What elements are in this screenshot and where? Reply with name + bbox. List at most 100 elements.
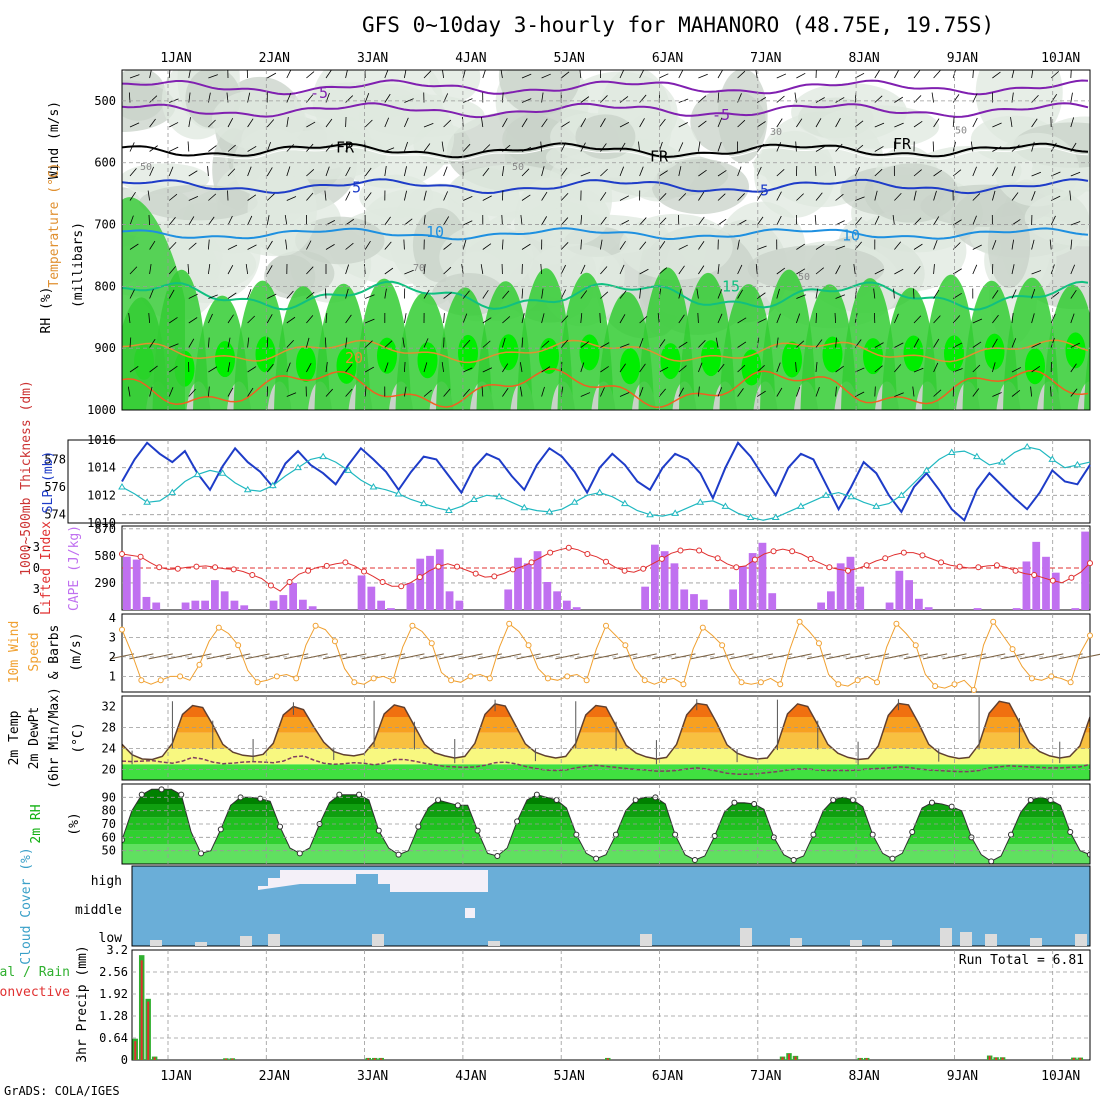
rh2m-point: [594, 856, 599, 861]
precip-conv-bar: [788, 1054, 790, 1060]
cape-bar: [671, 563, 679, 610]
cape-bar: [690, 594, 698, 610]
ylabel-wind10m-1: 10m Wind: [7, 621, 22, 684]
rh2m-point: [179, 792, 184, 797]
day-label-bottom: 2JAN: [259, 1069, 290, 1084]
li-point: [566, 545, 571, 550]
cape-bar: [729, 589, 737, 610]
precip-panel: 00.641.281.922.563.2 Run Total = 6.81 To…: [0, 943, 1090, 1067]
tick-label: 4: [109, 611, 116, 625]
rh2m-point: [475, 828, 480, 833]
day-label-bottom: 7JAN: [750, 1069, 781, 1084]
rh-bright-cell: [782, 341, 802, 377]
rh2m-point: [929, 800, 934, 805]
wind10m-point: [178, 674, 183, 679]
rh2m-point: [752, 802, 757, 807]
rh2m-point: [495, 854, 500, 859]
rh2m-point: [732, 800, 737, 805]
rh2m-point: [1008, 832, 1013, 837]
legend-convective: Convective: [0, 985, 70, 1000]
wind10m-point: [449, 678, 454, 683]
rh2m-point: [1048, 798, 1053, 803]
cape-bar: [524, 563, 532, 610]
precip-conv-bar: [782, 1057, 784, 1060]
day-label-top: 8JAN: [848, 51, 879, 66]
rh-bright-cell: [620, 348, 640, 384]
cape-bar: [123, 557, 131, 610]
tick-label: 32: [102, 700, 116, 714]
cape-bar: [309, 606, 317, 610]
ylabel-temp2m-4: (°C): [71, 722, 86, 753]
wind10m-point: [332, 639, 337, 644]
precip-conv-bar: [134, 1041, 136, 1060]
rh2m-point: [1028, 798, 1033, 803]
li-point: [622, 568, 627, 573]
wind10m-point: [294, 676, 299, 681]
wind10m-point: [952, 682, 957, 687]
cape-bar: [759, 543, 767, 610]
isotherm-label: FR: [650, 148, 669, 166]
wind10m-point: [526, 643, 531, 648]
rh2m-point: [218, 827, 223, 832]
precip-conv-bar: [367, 1058, 369, 1060]
cape-bar: [1071, 608, 1079, 610]
li-point: [678, 548, 683, 553]
cape-bar: [201, 601, 209, 610]
li-point: [752, 557, 757, 562]
rh-contour-label: 50: [512, 162, 524, 173]
rh2m-point: [515, 819, 520, 824]
day-label-top: 10JAN: [1041, 51, 1080, 66]
cape-bar: [553, 591, 561, 610]
wind10m-point: [1088, 633, 1093, 638]
precip-conv-bar: [141, 960, 143, 1060]
ylabel-lifted-index: Lifted Index: [39, 521, 54, 615]
precip-conv-bar: [1002, 1058, 1004, 1060]
li-point: [138, 554, 143, 559]
wind10m-point: [933, 684, 938, 689]
wind10m-point: [507, 621, 512, 626]
ylabel-rh2m: 2m RH: [29, 804, 44, 843]
rh2m-point: [159, 787, 164, 792]
cape-bar: [377, 601, 385, 610]
rh-cloud-blob: [139, 185, 258, 221]
li-point: [883, 556, 888, 561]
wind10m-point: [836, 682, 841, 687]
li-point: [939, 560, 944, 565]
isotherm-label: 10: [842, 227, 860, 245]
cape-bar: [886, 603, 894, 610]
rh2m-point: [890, 856, 895, 861]
wind-barb: [698, 313, 699, 323]
cape-bar: [504, 589, 512, 610]
wind-barb: [875, 387, 876, 397]
wind10m-point: [120, 627, 125, 632]
cape-bar: [768, 593, 776, 610]
wind10m-point: [662, 678, 667, 683]
wind10m-point: [391, 678, 396, 683]
li-point: [697, 548, 702, 553]
wind-barb: [1090, 220, 1099, 225]
wind10m-point: [875, 680, 880, 685]
precip-conv-bar: [225, 1059, 227, 1060]
legend-total-rain: Total / Rain: [0, 965, 70, 980]
li-point: [380, 580, 385, 585]
wind10m-point: [565, 674, 570, 679]
li-point: [641, 566, 646, 571]
wind10m-point: [410, 623, 415, 628]
rh2m-point: [297, 851, 302, 856]
cape-bar: [367, 587, 375, 610]
day-label-top: 9JAN: [947, 51, 978, 66]
rh2m-point: [416, 824, 421, 829]
tick-label: 800: [94, 279, 116, 293]
wind-barb: [404, 240, 405, 250]
cloud-level-middle: middle: [75, 903, 122, 918]
rh2m-point: [989, 859, 994, 864]
ylabel-upper-mb: (millibars): [71, 222, 86, 308]
cape-bar: [974, 608, 982, 610]
tick-label: 1016: [87, 433, 116, 447]
rh-cloud-blob: [499, 36, 581, 115]
cloud-low-bar: [1075, 934, 1087, 946]
wind10m-point: [371, 676, 376, 681]
day-label-bottom: 10JAN: [1041, 1069, 1080, 1084]
